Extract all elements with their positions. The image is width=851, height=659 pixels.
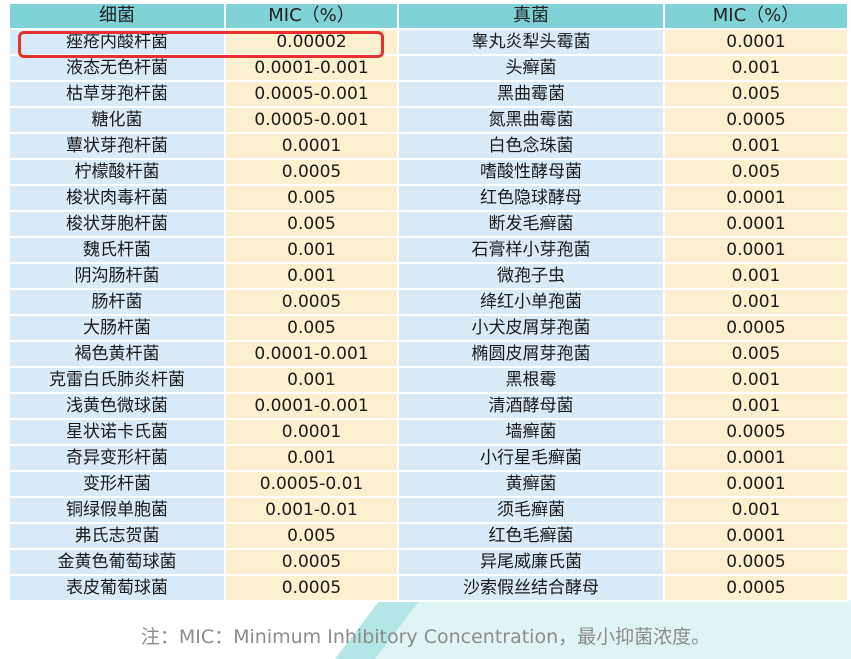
fungi-mic-cell: 0.0005	[665, 316, 849, 342]
fungi-mic-cell: 0.001	[665, 368, 849, 394]
fungi-name-cell: 头癣菌	[399, 56, 665, 82]
bacteria-mic-cell: 0.001	[226, 368, 399, 394]
fungi-name-cell: 黄癣菌	[399, 472, 665, 498]
bacteria-name-cell: 枯草芽孢杆菌	[10, 82, 226, 108]
fungi-name-cell: 白色念珠菌	[399, 134, 665, 160]
bacteria-name-cell: 梭状肉毒杆菌	[10, 186, 226, 212]
bacteria-mic-cell: 0.0001-0.001	[226, 342, 399, 368]
fungi-mic-cell: 0.0005	[665, 108, 849, 134]
bacteria-mic-cell: 0.0005	[226, 290, 399, 316]
bacteria-mic-cell: 0.005	[226, 186, 399, 212]
teal-accent-stripe	[335, 600, 420, 659]
teal-accent-band	[335, 600, 851, 659]
fungi-mic-cell: 0.0001	[665, 30, 849, 56]
fungi-name-cell: 沙索假丝结合酵母	[399, 576, 665, 602]
header-bacteria: 细菌	[10, 4, 226, 30]
bacteria-mic-cell: 0.0005	[226, 576, 399, 602]
fungi-name-cell: 椭圆皮屑芽孢菌	[399, 342, 665, 368]
bacteria-name-cell: 弗氏志贺菌	[10, 524, 226, 550]
bacteria-mic-cell: 0.005	[226, 524, 399, 550]
fungi-name-cell: 绛红小单孢菌	[399, 290, 665, 316]
fungi-name-cell: 石膏样小芽孢菌	[399, 238, 665, 264]
bacteria-mic-cell: 0.0005-0.001	[226, 82, 399, 108]
fungi-name-cell: 嗜酸性酵母菌	[399, 160, 665, 186]
bacteria-name-cell: 阴沟肠杆菌	[10, 264, 226, 290]
fungi-name-cell: 小行星毛癣菌	[399, 446, 665, 472]
fungi-name-cell: 小犬皮屑芽孢菌	[399, 316, 665, 342]
fungi-mic-cell: 0.001	[665, 264, 849, 290]
fungi-name-cell: 氮黑曲霉菌	[399, 108, 665, 134]
bacteria-name-cell: 糖化菌	[10, 108, 226, 134]
fungi-mic-cell: 0.0001	[665, 472, 849, 498]
bacteria-mic-cell: 0.00002	[226, 30, 399, 56]
bacteria-name-cell: 柠檬酸杆菌	[10, 160, 226, 186]
bacteria-mic-cell: 0.0001-0.001	[226, 394, 399, 420]
bacteria-mic-cell: 0.0001	[226, 420, 399, 446]
bacteria-mic-cell: 0.001-0.01	[226, 498, 399, 524]
bacteria-name-cell: 褐色黄杆菌	[10, 342, 226, 368]
bacteria-mic-cell: 0.001	[226, 238, 399, 264]
bacteria-name-cell: 肠杆菌	[10, 290, 226, 316]
fungi-mic-cell: 0.005	[665, 82, 849, 108]
fungi-mic-cell: 0.001	[665, 394, 849, 420]
fungi-name-cell: 墙癣菌	[399, 420, 665, 446]
bacteria-mic-cell: 0.0001	[226, 134, 399, 160]
bacteria-mic-cell: 0.0001-0.001	[226, 56, 399, 82]
fungi-mic-cell: 0.0001	[665, 524, 849, 550]
bacteria-name-cell: 铜绿假单胞菌	[10, 498, 226, 524]
fungi-mic-cell: 0.0001	[665, 186, 849, 212]
fungi-mic-cell: 0.0005	[665, 576, 849, 602]
fungi-mic-cell: 0.0001	[665, 238, 849, 264]
header-bacteria-mic: MIC（%）	[226, 4, 399, 30]
highlight-box	[18, 31, 384, 58]
fungi-mic-cell: 0.0001	[665, 212, 849, 238]
fungi-name-cell: 睾丸炎犁头霉菌	[399, 30, 665, 56]
bacteria-mic-cell: 0.001	[226, 446, 399, 472]
bacteria-mic-cell: 0.0005-0.001	[226, 108, 399, 134]
fungi-name-cell: 微孢子虫	[399, 264, 665, 290]
fungi-mic-cell: 0.001	[665, 56, 849, 82]
fungi-name-cell: 清酒酵母菌	[399, 394, 665, 420]
fungi-mic-cell: 0.001	[665, 290, 849, 316]
fungi-name-cell: 断发毛癣菌	[399, 212, 665, 238]
fungi-name-cell: 黑根霉	[399, 368, 665, 394]
fungi-name-cell: 红色毛癣菌	[399, 524, 665, 550]
fungi-name-cell: 异尾威廉氏菌	[399, 550, 665, 576]
fungi-name-cell: 须毛癣菌	[399, 498, 665, 524]
bacteria-name-cell: 大肠杆菌	[10, 316, 226, 342]
bacteria-name-cell: 浅黄色微球菌	[10, 394, 226, 420]
bacteria-name-cell: 奇异变形杆菌	[10, 446, 226, 472]
fungi-mic-cell: 0.005	[665, 160, 849, 186]
fungi-mic-cell: 0.0005	[665, 420, 849, 446]
bacteria-name-cell: 表皮葡萄球菌	[10, 576, 226, 602]
mic-table: 细菌 MIC（%） 真菌 MIC（%） 痤疮内酸杆菌 0.00002 睾丸炎犁头霉菌 0.00…	[10, 4, 849, 602]
bacteria-name-cell: 金黄色葡萄球菌	[10, 550, 226, 576]
bacteria-mic-cell: 0.001	[226, 264, 399, 290]
fungi-mic-cell: 0.005	[665, 342, 849, 368]
bacteria-mic-cell: 0.005	[226, 316, 399, 342]
header-fungi: 真菌	[399, 4, 665, 30]
fungi-mic-cell: 0.001	[665, 498, 849, 524]
bacteria-mic-cell: 0.0005	[226, 160, 399, 186]
fungi-mic-cell: 0.0005	[665, 550, 849, 576]
bacteria-name-cell: 克雷白氏肺炎杆菌	[10, 368, 226, 394]
fungi-name-cell: 黑曲霉菌	[399, 82, 665, 108]
bacteria-mic-cell: 0.0005-0.01	[226, 472, 399, 498]
footnote: 注：MIC：Minimum Inhibitory Concentration，最…	[140, 626, 711, 648]
header-fungi-mic: MIC（%）	[665, 4, 849, 30]
bacteria-name-cell: 蕈状芽孢杆菌	[10, 134, 226, 160]
bacteria-name-cell: 魏氏杆菌	[10, 238, 226, 264]
bacteria-name-cell: 变形杆菌	[10, 472, 226, 498]
bacteria-mic-cell: 0.005	[226, 212, 399, 238]
fungi-mic-cell: 0.0001	[665, 446, 849, 472]
bacteria-name-cell: 星状诺卡氏菌	[10, 420, 226, 446]
fungi-mic-cell: 0.001	[665, 134, 849, 160]
bacteria-name-cell: 液态无色杆菌	[10, 56, 226, 82]
fungi-name-cell: 红色隐球酵母	[399, 186, 665, 212]
bacteria-name-cell: 梭状芽胞杆菌	[10, 212, 226, 238]
bacteria-mic-cell: 0.0005	[226, 550, 399, 576]
